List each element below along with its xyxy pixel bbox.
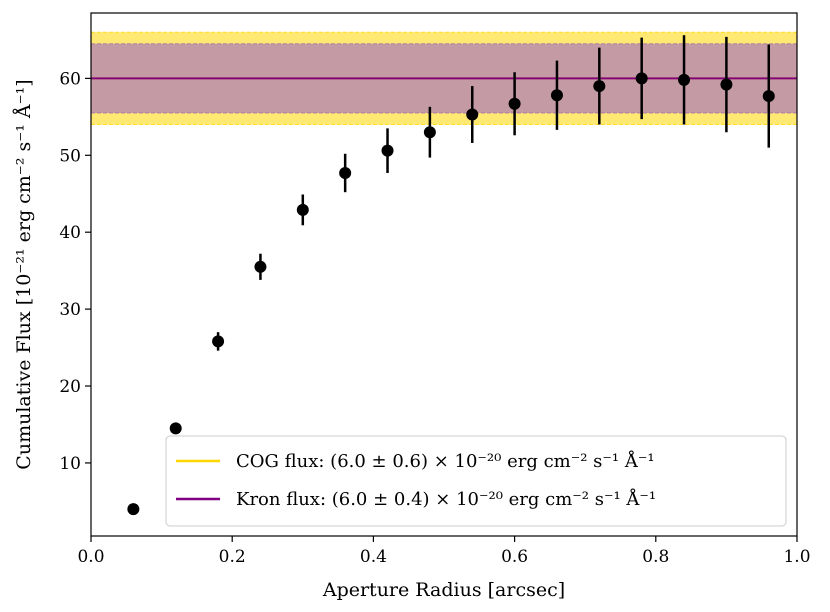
data-point [381,144,394,157]
y-axis-ticks: 10 20 30 40 50 60 [59,69,91,474]
y-axis-label: Cumulative Flux [10⁻²¹ erg cm⁻² s⁻¹ Å⁻¹] [13,79,35,469]
x-axis-label: Aperture Radius [arcsec] [322,579,565,601]
x-tick-label: 0.0 [77,547,104,567]
data-point [762,90,775,103]
data-point [339,166,352,179]
x-tick-label: 0.6 [501,547,528,567]
data-point [720,78,733,91]
data-point [212,335,225,348]
y-tick-label: 20 [59,377,81,397]
x-tick-label: 0.2 [219,547,246,567]
data-point [466,108,479,121]
x-tick-label: 0.8 [642,547,669,567]
y-tick-label: 40 [59,223,81,243]
data-point [593,80,606,93]
data-point [508,97,521,110]
x-tick-label: 1.0 [783,547,810,567]
y-tick-label: 30 [59,300,81,320]
data-points [127,72,775,516]
legend-box [165,435,787,527]
x-axis-ticks: 0.0 0.2 0.4 0.6 0.8 1.0 [77,536,811,567]
y-tick-label: 50 [59,146,81,166]
data-point [296,203,309,216]
y-tick-label: 10 [59,454,81,474]
data-point [550,89,563,102]
data-point [169,422,182,435]
legend: COG flux: (6.0 ± 0.6) × 10⁻²⁰ erg cm⁻² s… [165,435,787,527]
data-point [423,126,436,139]
plot-frame [90,12,798,537]
data-point [635,72,648,85]
legend-label-kron: Kron flux: (6.0 ± 0.4) × 10⁻²⁰ erg cm⁻² … [236,488,656,510]
data-point [127,503,140,516]
data-point [254,260,267,273]
data-point [678,73,691,86]
legend-label-cog: COG flux: (6.0 ± 0.6) × 10⁻²⁰ erg cm⁻² s… [236,450,655,472]
y-tick-label: 60 [59,69,81,89]
x-tick-label: 0.4 [360,547,387,567]
